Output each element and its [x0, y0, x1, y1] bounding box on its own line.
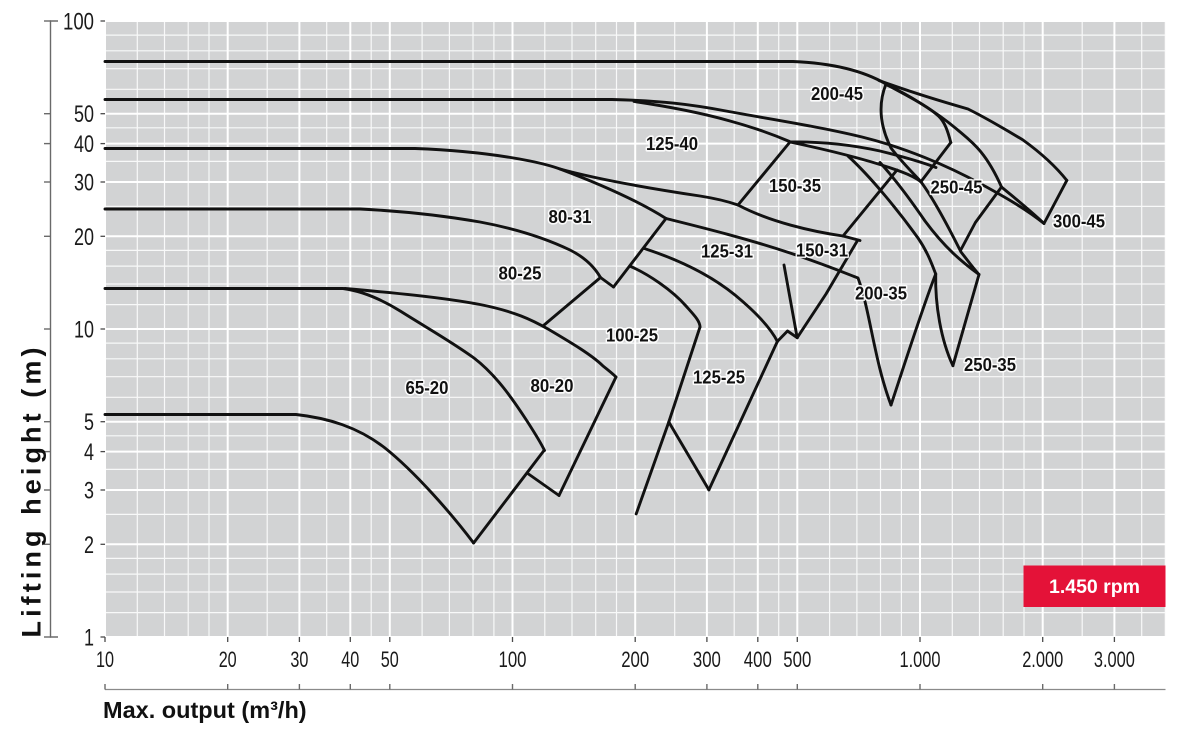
svg-text:3: 3 — [84, 478, 94, 505]
svg-text:250-35: 250-35 — [964, 355, 1016, 375]
svg-text:100-25: 100-25 — [606, 326, 658, 346]
svg-text:80-20: 80-20 — [531, 376, 574, 396]
svg-text:200: 200 — [621, 647, 649, 672]
svg-text:4: 4 — [84, 439, 94, 466]
svg-text:10: 10 — [74, 317, 94, 344]
svg-text:150-35: 150-35 — [769, 176, 821, 196]
svg-text:30: 30 — [74, 170, 94, 197]
svg-text:500: 500 — [783, 647, 811, 672]
svg-text:125-40: 125-40 — [646, 134, 698, 154]
svg-text:200-35: 200-35 — [855, 284, 907, 304]
svg-text:1: 1 — [84, 625, 94, 652]
svg-text:5: 5 — [84, 409, 94, 436]
svg-text:400: 400 — [744, 647, 772, 672]
svg-text:2.000: 2.000 — [1022, 647, 1063, 672]
svg-text:300-45: 300-45 — [1053, 212, 1105, 232]
svg-text:10: 10 — [96, 647, 114, 672]
svg-text:40: 40 — [74, 131, 94, 158]
svg-text:50: 50 — [74, 101, 94, 128]
svg-text:80-31: 80-31 — [549, 207, 592, 227]
svg-text:40: 40 — [341, 647, 359, 672]
svg-text:125-25: 125-25 — [693, 368, 745, 388]
svg-text:100: 100 — [499, 647, 527, 672]
svg-text:3.000: 3.000 — [1094, 647, 1135, 672]
svg-text:Max. output (m³/h): Max. output (m³/h) — [103, 697, 307, 723]
svg-text:1.450 rpm: 1.450 rpm — [1049, 576, 1140, 598]
svg-text:30: 30 — [290, 647, 308, 672]
svg-text:Lifting height (m): Lifting height (m) — [17, 348, 47, 638]
svg-text:100: 100 — [63, 9, 94, 36]
svg-text:1.000: 1.000 — [900, 647, 941, 672]
svg-text:250-45: 250-45 — [931, 178, 983, 198]
svg-text:150-31: 150-31 — [796, 241, 848, 261]
svg-text:20: 20 — [219, 647, 237, 672]
svg-text:50: 50 — [381, 647, 399, 672]
svg-text:125-31: 125-31 — [701, 242, 753, 262]
svg-text:65-20: 65-20 — [406, 378, 449, 398]
svg-text:80-25: 80-25 — [499, 264, 542, 284]
svg-text:300: 300 — [693, 647, 721, 672]
svg-text:2: 2 — [84, 532, 94, 559]
svg-text:20: 20 — [74, 224, 94, 251]
svg-text:200-45: 200-45 — [811, 84, 863, 104]
